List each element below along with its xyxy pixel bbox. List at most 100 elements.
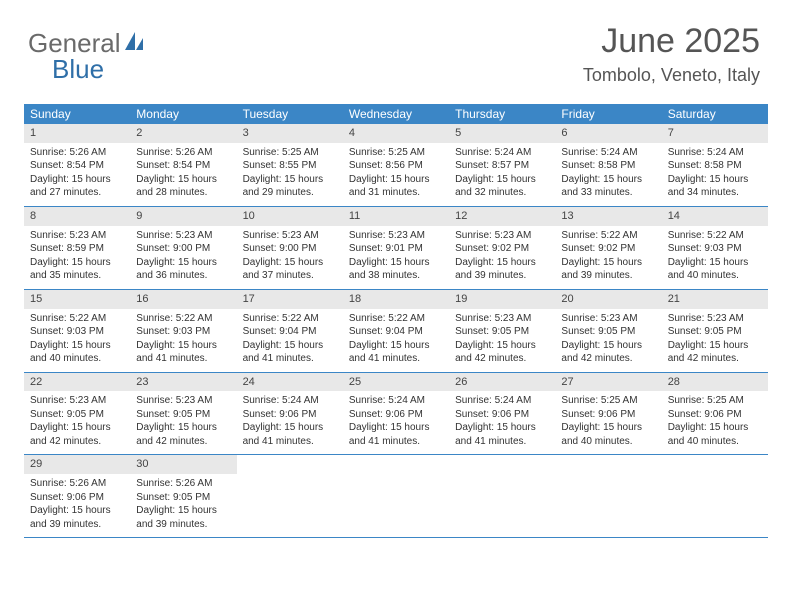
day-body: Sunrise: 5:23 AMSunset: 9:01 PMDaylight:…: [343, 226, 449, 289]
day-body: Sunrise: 5:22 AMSunset: 9:02 PMDaylight:…: [555, 226, 661, 289]
day-cell: 9Sunrise: 5:23 AMSunset: 9:00 PMDaylight…: [130, 207, 236, 289]
sunrise-line: Sunrise: 5:22 AM: [30, 312, 124, 326]
day-number: 26: [449, 373, 555, 392]
daylight-line: Daylight: 15 hours and 42 minutes.: [561, 339, 655, 366]
sunset-line: Sunset: 9:06 PM: [668, 408, 762, 422]
day-cell: 2Sunrise: 5:26 AMSunset: 8:54 PMDaylight…: [130, 124, 236, 206]
day-cell: 15Sunrise: 5:22 AMSunset: 9:03 PMDayligh…: [24, 290, 130, 372]
weekday-header: Saturday: [662, 104, 768, 124]
day-cell: 20Sunrise: 5:23 AMSunset: 9:05 PMDayligh…: [555, 290, 661, 372]
daylight-line: Daylight: 15 hours and 39 minutes.: [455, 256, 549, 283]
logo-text-blue-wrap: Blue: [52, 54, 104, 85]
sunset-line: Sunset: 8:55 PM: [243, 159, 337, 173]
week-row: 8Sunrise: 5:23 AMSunset: 8:59 PMDaylight…: [24, 207, 768, 290]
day-cell: 19Sunrise: 5:23 AMSunset: 9:05 PMDayligh…: [449, 290, 555, 372]
day-body: Sunrise: 5:26 AMSunset: 9:06 PMDaylight:…: [24, 474, 130, 537]
day-cell: 23Sunrise: 5:23 AMSunset: 9:05 PMDayligh…: [130, 373, 236, 455]
daylight-line: Daylight: 15 hours and 42 minutes.: [455, 339, 549, 366]
sunset-line: Sunset: 9:06 PM: [30, 491, 124, 505]
sunset-line: Sunset: 9:06 PM: [561, 408, 655, 422]
sunset-line: Sunset: 9:04 PM: [349, 325, 443, 339]
daylight-line: Daylight: 15 hours and 42 minutes.: [136, 421, 230, 448]
header-right: June 2025 Tombolo, Veneto, Italy: [583, 22, 760, 86]
day-cell: 17Sunrise: 5:22 AMSunset: 9:04 PMDayligh…: [237, 290, 343, 372]
daylight-line: Daylight: 15 hours and 40 minutes.: [30, 339, 124, 366]
daylight-line: Daylight: 15 hours and 35 minutes.: [30, 256, 124, 283]
sunset-line: Sunset: 9:05 PM: [455, 325, 549, 339]
day-cell: 5Sunrise: 5:24 AMSunset: 8:57 PMDaylight…: [449, 124, 555, 206]
day-body: Sunrise: 5:23 AMSunset: 9:05 PMDaylight:…: [24, 391, 130, 454]
day-body: Sunrise: 5:22 AMSunset: 9:03 PMDaylight:…: [130, 309, 236, 372]
daylight-line: Daylight: 15 hours and 42 minutes.: [30, 421, 124, 448]
daylight-line: Daylight: 15 hours and 31 minutes.: [349, 173, 443, 200]
day-number: 18: [343, 290, 449, 309]
daylight-line: Daylight: 15 hours and 41 minutes.: [455, 421, 549, 448]
sunrise-line: Sunrise: 5:24 AM: [561, 146, 655, 160]
day-body: Sunrise: 5:22 AMSunset: 9:04 PMDaylight:…: [343, 309, 449, 372]
sunset-line: Sunset: 8:54 PM: [30, 159, 124, 173]
daylight-line: Daylight: 15 hours and 36 minutes.: [136, 256, 230, 283]
day-number: 30: [130, 455, 236, 474]
day-number: 29: [24, 455, 130, 474]
daylight-line: Daylight: 15 hours and 27 minutes.: [30, 173, 124, 200]
day-body: Sunrise: 5:23 AMSunset: 9:05 PMDaylight:…: [662, 309, 768, 372]
daylight-line: Daylight: 15 hours and 32 minutes.: [455, 173, 549, 200]
sunset-line: Sunset: 9:04 PM: [243, 325, 337, 339]
location-subtitle: Tombolo, Veneto, Italy: [583, 65, 760, 86]
sunrise-line: Sunrise: 5:22 AM: [136, 312, 230, 326]
daylight-line: Daylight: 15 hours and 41 minutes.: [349, 421, 443, 448]
sunrise-line: Sunrise: 5:23 AM: [243, 229, 337, 243]
logo-text-blue: Blue: [52, 54, 104, 84]
sunset-line: Sunset: 9:06 PM: [243, 408, 337, 422]
sunset-line: Sunset: 8:58 PM: [561, 159, 655, 173]
daylight-line: Daylight: 15 hours and 37 minutes.: [243, 256, 337, 283]
sunset-line: Sunset: 9:05 PM: [561, 325, 655, 339]
sunset-line: Sunset: 9:05 PM: [136, 408, 230, 422]
day-cell: 16Sunrise: 5:22 AMSunset: 9:03 PMDayligh…: [130, 290, 236, 372]
day-cell: [237, 455, 343, 537]
day-body: Sunrise: 5:23 AMSunset: 8:59 PMDaylight:…: [24, 226, 130, 289]
day-cell: 22Sunrise: 5:23 AMSunset: 9:05 PMDayligh…: [24, 373, 130, 455]
day-body: Sunrise: 5:23 AMSunset: 9:05 PMDaylight:…: [130, 391, 236, 454]
day-body: Sunrise: 5:26 AMSunset: 8:54 PMDaylight:…: [130, 143, 236, 206]
day-cell: 7Sunrise: 5:24 AMSunset: 8:58 PMDaylight…: [662, 124, 768, 206]
day-body: Sunrise: 5:26 AMSunset: 9:05 PMDaylight:…: [130, 474, 236, 537]
day-cell: 21Sunrise: 5:23 AMSunset: 9:05 PMDayligh…: [662, 290, 768, 372]
sunset-line: Sunset: 8:56 PM: [349, 159, 443, 173]
day-number: 3: [237, 124, 343, 143]
calendar: Sunday Monday Tuesday Wednesday Thursday…: [24, 104, 768, 538]
sunrise-line: Sunrise: 5:24 AM: [349, 394, 443, 408]
day-body: Sunrise: 5:24 AMSunset: 9:06 PMDaylight:…: [343, 391, 449, 454]
day-number: 25: [343, 373, 449, 392]
day-body: Sunrise: 5:25 AMSunset: 8:55 PMDaylight:…: [237, 143, 343, 206]
sunset-line: Sunset: 9:03 PM: [136, 325, 230, 339]
day-cell: 28Sunrise: 5:25 AMSunset: 9:06 PMDayligh…: [662, 373, 768, 455]
day-number: 16: [130, 290, 236, 309]
sunrise-line: Sunrise: 5:24 AM: [243, 394, 337, 408]
sunset-line: Sunset: 9:03 PM: [668, 242, 762, 256]
day-cell: 11Sunrise: 5:23 AMSunset: 9:01 PMDayligh…: [343, 207, 449, 289]
day-number: 11: [343, 207, 449, 226]
sunset-line: Sunset: 8:58 PM: [668, 159, 762, 173]
day-cell: 12Sunrise: 5:23 AMSunset: 9:02 PMDayligh…: [449, 207, 555, 289]
weekday-header: Thursday: [449, 104, 555, 124]
daylight-line: Daylight: 15 hours and 41 minutes.: [349, 339, 443, 366]
day-body: Sunrise: 5:24 AMSunset: 9:06 PMDaylight:…: [237, 391, 343, 454]
day-cell: 18Sunrise: 5:22 AMSunset: 9:04 PMDayligh…: [343, 290, 449, 372]
day-cell: [343, 455, 449, 537]
day-cell: 4Sunrise: 5:25 AMSunset: 8:56 PMDaylight…: [343, 124, 449, 206]
day-cell: 29Sunrise: 5:26 AMSunset: 9:06 PMDayligh…: [24, 455, 130, 537]
day-cell: 27Sunrise: 5:25 AMSunset: 9:06 PMDayligh…: [555, 373, 661, 455]
sunset-line: Sunset: 8:59 PM: [30, 242, 124, 256]
day-body: Sunrise: 5:22 AMSunset: 9:03 PMDaylight:…: [662, 226, 768, 289]
daylight-line: Daylight: 15 hours and 40 minutes.: [668, 421, 762, 448]
sunrise-line: Sunrise: 5:25 AM: [349, 146, 443, 160]
daylight-line: Daylight: 15 hours and 39 minutes.: [561, 256, 655, 283]
day-number: 24: [237, 373, 343, 392]
logo-sail-icon: [123, 30, 145, 57]
sunrise-line: Sunrise: 5:23 AM: [136, 229, 230, 243]
daylight-line: Daylight: 15 hours and 39 minutes.: [30, 504, 124, 531]
sunrise-line: Sunrise: 5:24 AM: [455, 146, 549, 160]
week-row: 22Sunrise: 5:23 AMSunset: 9:05 PMDayligh…: [24, 373, 768, 456]
day-number: 9: [130, 207, 236, 226]
